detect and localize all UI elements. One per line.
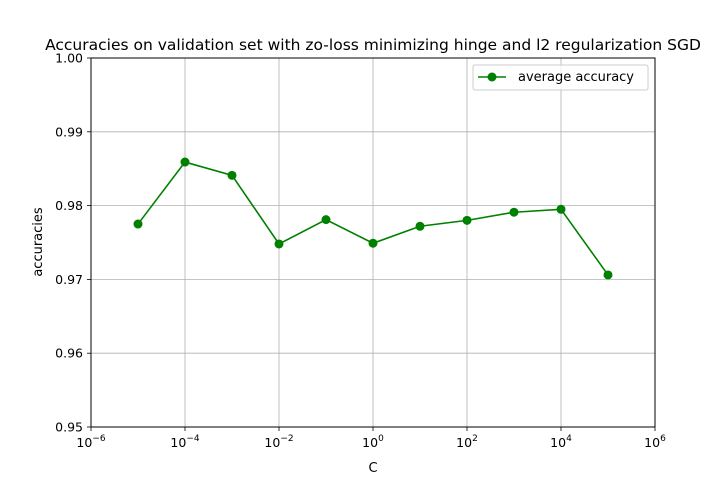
x-tick-exponent: 6 — [660, 434, 666, 444]
legend-label: average accuracy — [518, 70, 634, 85]
x-tick-exponent: 4 — [566, 434, 572, 444]
x-axis-label: C — [368, 461, 377, 476]
data-point — [368, 238, 378, 248]
x-tick-label: 102 — [456, 434, 478, 450]
data-point — [321, 215, 331, 225]
data-point — [556, 204, 566, 214]
data-point — [133, 219, 143, 229]
y-tick-label: 0.98 — [55, 198, 83, 213]
data-point — [603, 270, 613, 280]
x-tick-base: 10 — [456, 435, 472, 450]
data-point — [509, 207, 519, 217]
data-point — [415, 221, 425, 231]
data-point — [227, 170, 237, 180]
x-tick-exponent: −6 — [92, 434, 106, 444]
legend: average accuracy — [472, 64, 649, 91]
y-tick-label: 1.00 — [55, 51, 83, 66]
x-tick-exponent: −2 — [280, 434, 293, 444]
x-tick-exponent: 0 — [378, 434, 384, 444]
x-tick-exponent: 2 — [472, 434, 478, 444]
chart-title: Accuracies on validation set with zo-los… — [45, 36, 701, 54]
data-point — [274, 239, 284, 249]
y-axis-label: accuracies — [31, 207, 46, 277]
y-tick-label: 0.99 — [55, 124, 83, 139]
x-tick-label: 104 — [550, 434, 572, 450]
x-tick-label: 100 — [362, 434, 384, 450]
legend-box — [472, 64, 649, 91]
x-tick-label: 106 — [644, 434, 666, 450]
y-axis: 0.95 0.96 0.97 0.98 0.99 1.00 — [55, 51, 91, 435]
x-tick-base: 10 — [170, 435, 186, 450]
x-tick-base: 10 — [550, 435, 566, 450]
legend-marker — [487, 72, 497, 82]
data-point — [180, 157, 190, 167]
x-tick-base: 10 — [362, 435, 378, 450]
x-tick-label: 10−2 — [264, 434, 293, 450]
y-tick-label: 0.95 — [55, 420, 83, 435]
x-tick-exponent: −4 — [186, 434, 200, 444]
x-tick-base: 10 — [644, 435, 660, 450]
x-tick-label: 10−6 — [76, 434, 105, 450]
series-layer — [133, 157, 613, 280]
x-tick-base: 10 — [264, 435, 280, 450]
y-tick-label: 0.96 — [55, 346, 83, 361]
x-axis: 10−6 10−4 10−2 100 102 104 106 — [76, 427, 666, 450]
x-tick-base: 10 — [76, 435, 92, 450]
y-tick-label: 0.97 — [55, 272, 83, 287]
x-tick-label: 10−4 — [170, 434, 199, 450]
data-point — [462, 215, 472, 225]
